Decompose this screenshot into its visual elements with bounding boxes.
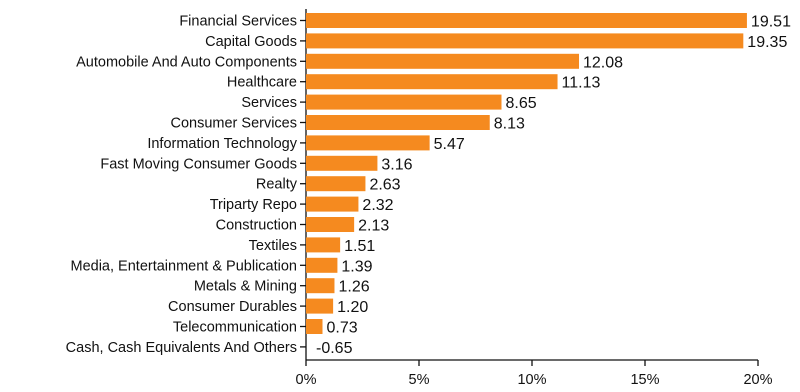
category-label: Healthcare — [227, 75, 297, 91]
category-label: Cash, Cash Equivalents And Others — [66, 340, 297, 356]
x-tick-label: 15% — [630, 372, 659, 388]
x-tick-label: 10% — [517, 372, 546, 388]
value-label: 1.20 — [337, 299, 368, 316]
bar-automobile-and-auto-components — [306, 53, 580, 69]
value-label: 11.13 — [562, 75, 601, 92]
category-label: Triparty Repo — [210, 197, 297, 213]
category-label: Consumer Services — [170, 116, 297, 132]
bar-construction — [306, 217, 355, 232]
value-label: 19.51 — [751, 14, 791, 31]
bar-information-technology — [306, 135, 430, 151]
bar-metals-mining — [306, 278, 335, 294]
category-label: Telecommunication — [173, 320, 297, 336]
value-label: 2.63 — [369, 177, 400, 194]
value-label: 12.08 — [583, 54, 623, 71]
x-tick-label: 5% — [409, 372, 430, 388]
value-label: 19.35 — [747, 34, 787, 51]
bar-financial-services — [306, 13, 747, 28]
bar-media-entertainment-publication — [306, 257, 338, 273]
category-label: Realty — [256, 177, 298, 193]
category-label: Services — [241, 95, 297, 111]
bar-textiles — [306, 237, 341, 253]
value-label: 1.39 — [341, 258, 372, 275]
bar-capital-goods — [306, 33, 744, 49]
x-tick-label: 0% — [296, 372, 317, 388]
bar-consumer-services — [306, 115, 490, 130]
value-label: 8.65 — [505, 95, 536, 112]
bar-services — [306, 94, 502, 110]
bar-consumer-durables — [306, 298, 334, 314]
value-label: 5.47 — [434, 136, 465, 153]
bar-healthcare — [306, 74, 558, 90]
category-label: Consumer Durables — [168, 299, 297, 315]
category-label: Fast Moving Consumer Goods — [100, 156, 297, 172]
value-label: 8.13 — [494, 116, 525, 133]
category-label: Capital Goods — [205, 34, 297, 50]
category-label: Information Technology — [147, 136, 297, 152]
value-label: 2.13 — [358, 218, 389, 235]
value-label: 1.26 — [338, 279, 369, 296]
category-label: Construction — [216, 218, 297, 234]
bar-triparty-repo — [306, 196, 359, 212]
category-label: Media, Entertainment & Publication — [71, 258, 298, 274]
value-label: 0.73 — [326, 320, 357, 337]
category-label: Textiles — [249, 238, 297, 254]
value-label: 3.16 — [381, 156, 412, 173]
category-label: Automobile And Auto Components — [76, 54, 297, 70]
bar-realty — [306, 176, 366, 192]
bar-fast-moving-consumer-goods — [306, 155, 378, 171]
category-label: Financial Services — [179, 14, 297, 30]
value-label: 2.32 — [362, 197, 393, 214]
x-tick-label: 20% — [743, 372, 772, 388]
value-label: -0.65 — [316, 340, 353, 357]
value-label: 1.51 — [344, 238, 375, 255]
category-label: Metals & Mining — [194, 279, 297, 295]
bar-telecommunication — [306, 319, 323, 334]
